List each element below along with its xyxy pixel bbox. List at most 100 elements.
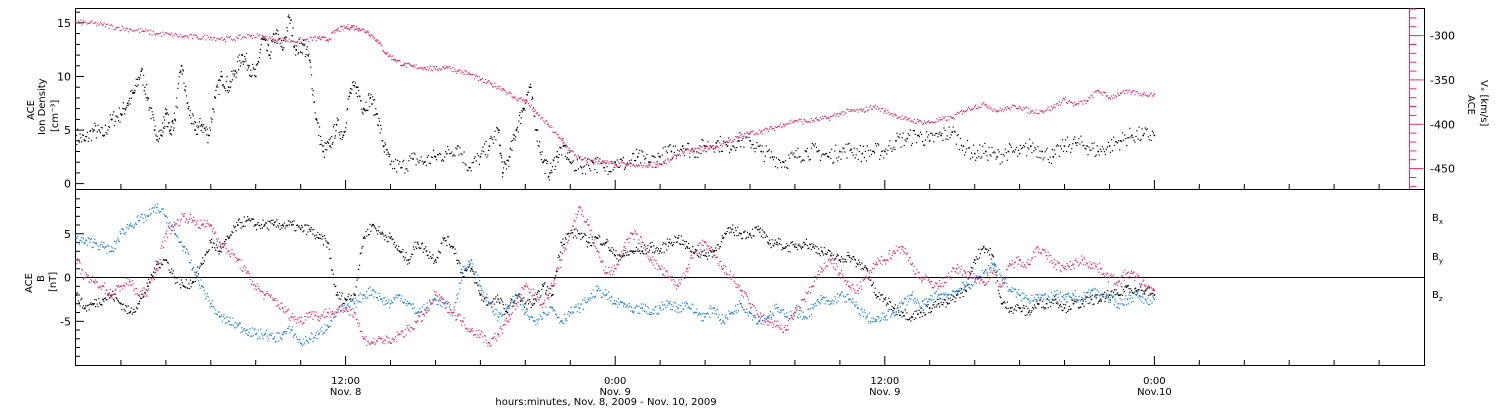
sample-dot-by: [706, 312, 708, 315]
sample-dot-by: [171, 224, 173, 226]
sample-dot-by: [516, 295, 518, 297]
sample-dot-bx: [1019, 307, 1021, 309]
sample-dot-by: [352, 308, 354, 310]
sample-dot-ion-density: [503, 161, 505, 163]
sample-dot-ion-density: [354, 86, 356, 88]
sample-dot-vx: [360, 29, 363, 31]
sample-dot-ion-density: [82, 134, 84, 136]
sample-dot-bx: [673, 241, 675, 244]
sample-dot-vx: [260, 38, 262, 40]
sample-dot-vx: [813, 121, 815, 123]
sample-dot-by: [600, 297, 602, 299]
sample-dot-by: [847, 293, 849, 295]
sample-dot-bx: [377, 230, 379, 232]
sample-dot-ion-density: [555, 165, 557, 167]
sample-dot-vx: [979, 107, 981, 109]
sample-dot-ion-density: [513, 134, 516, 136]
sample-dot-by: [331, 320, 333, 322]
sample-dot-bx: [203, 260, 205, 262]
sample-dot-bx: [155, 260, 157, 262]
sample-dot-vx: [834, 113, 836, 115]
sample-dot-vx: [1093, 92, 1095, 94]
sample-dot-ion-density: [126, 105, 128, 107]
data-point-vx: [142, 30, 145, 32]
sample-dot-by: [737, 303, 739, 306]
sample-dot-by: [850, 300, 852, 302]
top-y-tick-label: 15: [57, 17, 71, 30]
sample-dot-ion-density: [347, 108, 349, 110]
sample-dot-by: [922, 300, 924, 302]
sample-dot-bx: [323, 235, 325, 237]
sample-dot-bx: [538, 290, 540, 292]
sample-dot-vx: [1031, 109, 1033, 111]
sample-dot-bx: [402, 249, 404, 251]
sample-dot-vx: [437, 69, 440, 71]
sample-dot-bx: [915, 317, 917, 319]
sample-dot-by: [577, 311, 579, 313]
sample-dot-ion-density: [212, 108, 215, 110]
sample-dot-ion-density: [1025, 142, 1027, 144]
data-point-by: [111, 250, 113, 252]
data-point-ion-density: [194, 129, 196, 131]
sample-dot-vx: [609, 161, 611, 163]
sample-dot-bx: [398, 245, 400, 247]
sample-dot-bx: [782, 248, 785, 250]
sample-dot-ion-density: [380, 128, 382, 130]
sample-dot-ion-density: [836, 157, 838, 159]
data-point-vx: [715, 145, 718, 148]
sample-dot-by: [619, 302, 621, 304]
sample-dot-ion-density: [1033, 150, 1035, 152]
sample-dot-ion-density: [977, 150, 979, 152]
sample-dot-ion-density: [183, 82, 185, 84]
sample-dot-ion-density: [474, 156, 476, 158]
sample-dot-bx: [880, 294, 883, 296]
sample-dot-by: [658, 305, 660, 307]
sample-dot-bx: [335, 285, 337, 287]
sample-dot-vx: [123, 27, 125, 29]
sample-dot-by: [836, 293, 838, 295]
sample-dot-vx: [907, 118, 909, 120]
sample-dot-ion-density: [623, 168, 625, 171]
sample-dot-bx: [729, 227, 731, 229]
sample-dot-ion-density: [1013, 151, 1016, 153]
data-point-by: [326, 324, 329, 327]
sample-dot-bx: [148, 282, 151, 284]
sample-dot-bx: [1131, 291, 1133, 293]
sample-dot-ion-density: [164, 108, 167, 110]
data-point-bx: [1054, 298, 1057, 301]
sample-dot-bx: [266, 227, 268, 229]
sample-dot-by: [122, 229, 124, 231]
sample-dot-vx: [378, 42, 381, 45]
sample-dot-by: [575, 304, 577, 306]
data-point-ion-density: [1097, 150, 1099, 153]
sample-dot-vx: [1080, 100, 1082, 102]
sample-dot-bx: [618, 254, 620, 256]
sample-dot-vx: [902, 118, 904, 120]
sample-dot-ion-density: [211, 118, 213, 121]
sample-dot-vx: [608, 163, 610, 165]
sample-dot-by: [978, 275, 980, 278]
sample-dot-bx: [285, 225, 287, 227]
sample-dot-by: [624, 303, 626, 305]
sample-dot-bx: [233, 225, 235, 227]
sample-dot-vx: [321, 36, 323, 39]
sample-dot-ion-density: [1101, 145, 1103, 148]
sample-dot-by: [828, 304, 830, 306]
sample-dot-by: [358, 294, 360, 297]
sample-dot-ion-density: [957, 133, 959, 136]
sample-dot-vx: [353, 29, 355, 31]
sample-dot-bx: [777, 244, 779, 246]
sample-dot-by: [431, 303, 433, 305]
sample-dot-vx: [395, 60, 397, 62]
sample-dot-ion-density: [156, 135, 158, 137]
sample-dot-by: [225, 316, 227, 318]
data-point-ion-density: [497, 129, 500, 131]
sample-dot-ion-density: [529, 83, 531, 85]
sample-dot-ion-density: [157, 139, 159, 141]
sample-dot-bx: [366, 235, 368, 237]
sample-dot-bx: [581, 237, 584, 239]
sample-dot-by: [778, 306, 780, 308]
sample-dot-by: [531, 316, 533, 318]
sample-dot-vx: [197, 38, 200, 40]
sample-dot-bx: [438, 250, 440, 252]
